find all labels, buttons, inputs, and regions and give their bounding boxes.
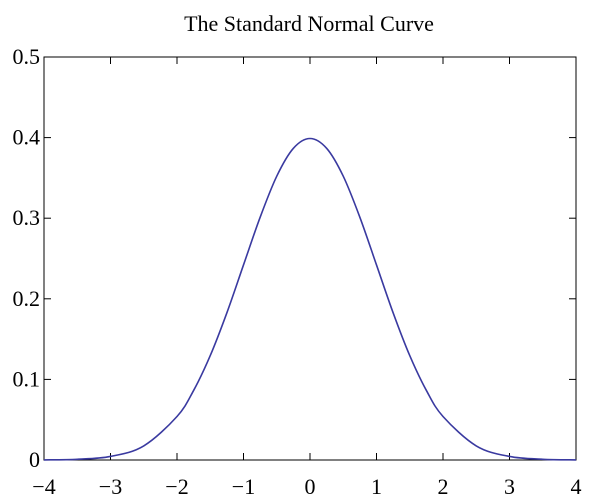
plot-frame bbox=[43, 56, 577, 461]
series-line bbox=[43, 137, 577, 461]
x-tick-label: 4 bbox=[571, 474, 582, 499]
y-tick-label: 0.5 bbox=[13, 44, 41, 69]
y-tick-label: 0.1 bbox=[13, 366, 41, 391]
x-tick-label: 3 bbox=[504, 474, 515, 499]
y-tick-label: 0.3 bbox=[13, 205, 41, 230]
series-layer bbox=[43, 137, 577, 461]
x-tick-label: 2 bbox=[438, 474, 449, 499]
chart-title: The Standard Normal Curve bbox=[184, 11, 434, 36]
y-tick-label: 0 bbox=[29, 447, 40, 472]
x-tick-label: 0 bbox=[305, 474, 316, 499]
y-axis: 0 0.1 0.2 0.3 0.4 0.5 bbox=[13, 44, 576, 472]
y-tick-label: 0.2 bbox=[13, 286, 41, 311]
x-tick-label: −2 bbox=[165, 474, 188, 499]
x-tick-label: 1 bbox=[371, 474, 382, 499]
x-tick-label: −4 bbox=[32, 474, 55, 499]
y-tick-label: 0.4 bbox=[13, 125, 41, 150]
x-tick-label: −3 bbox=[99, 474, 122, 499]
x-tick-label: −1 bbox=[232, 474, 255, 499]
x-axis: −4 −3 −2 −1 0 1 2 3 4 bbox=[32, 57, 582, 499]
